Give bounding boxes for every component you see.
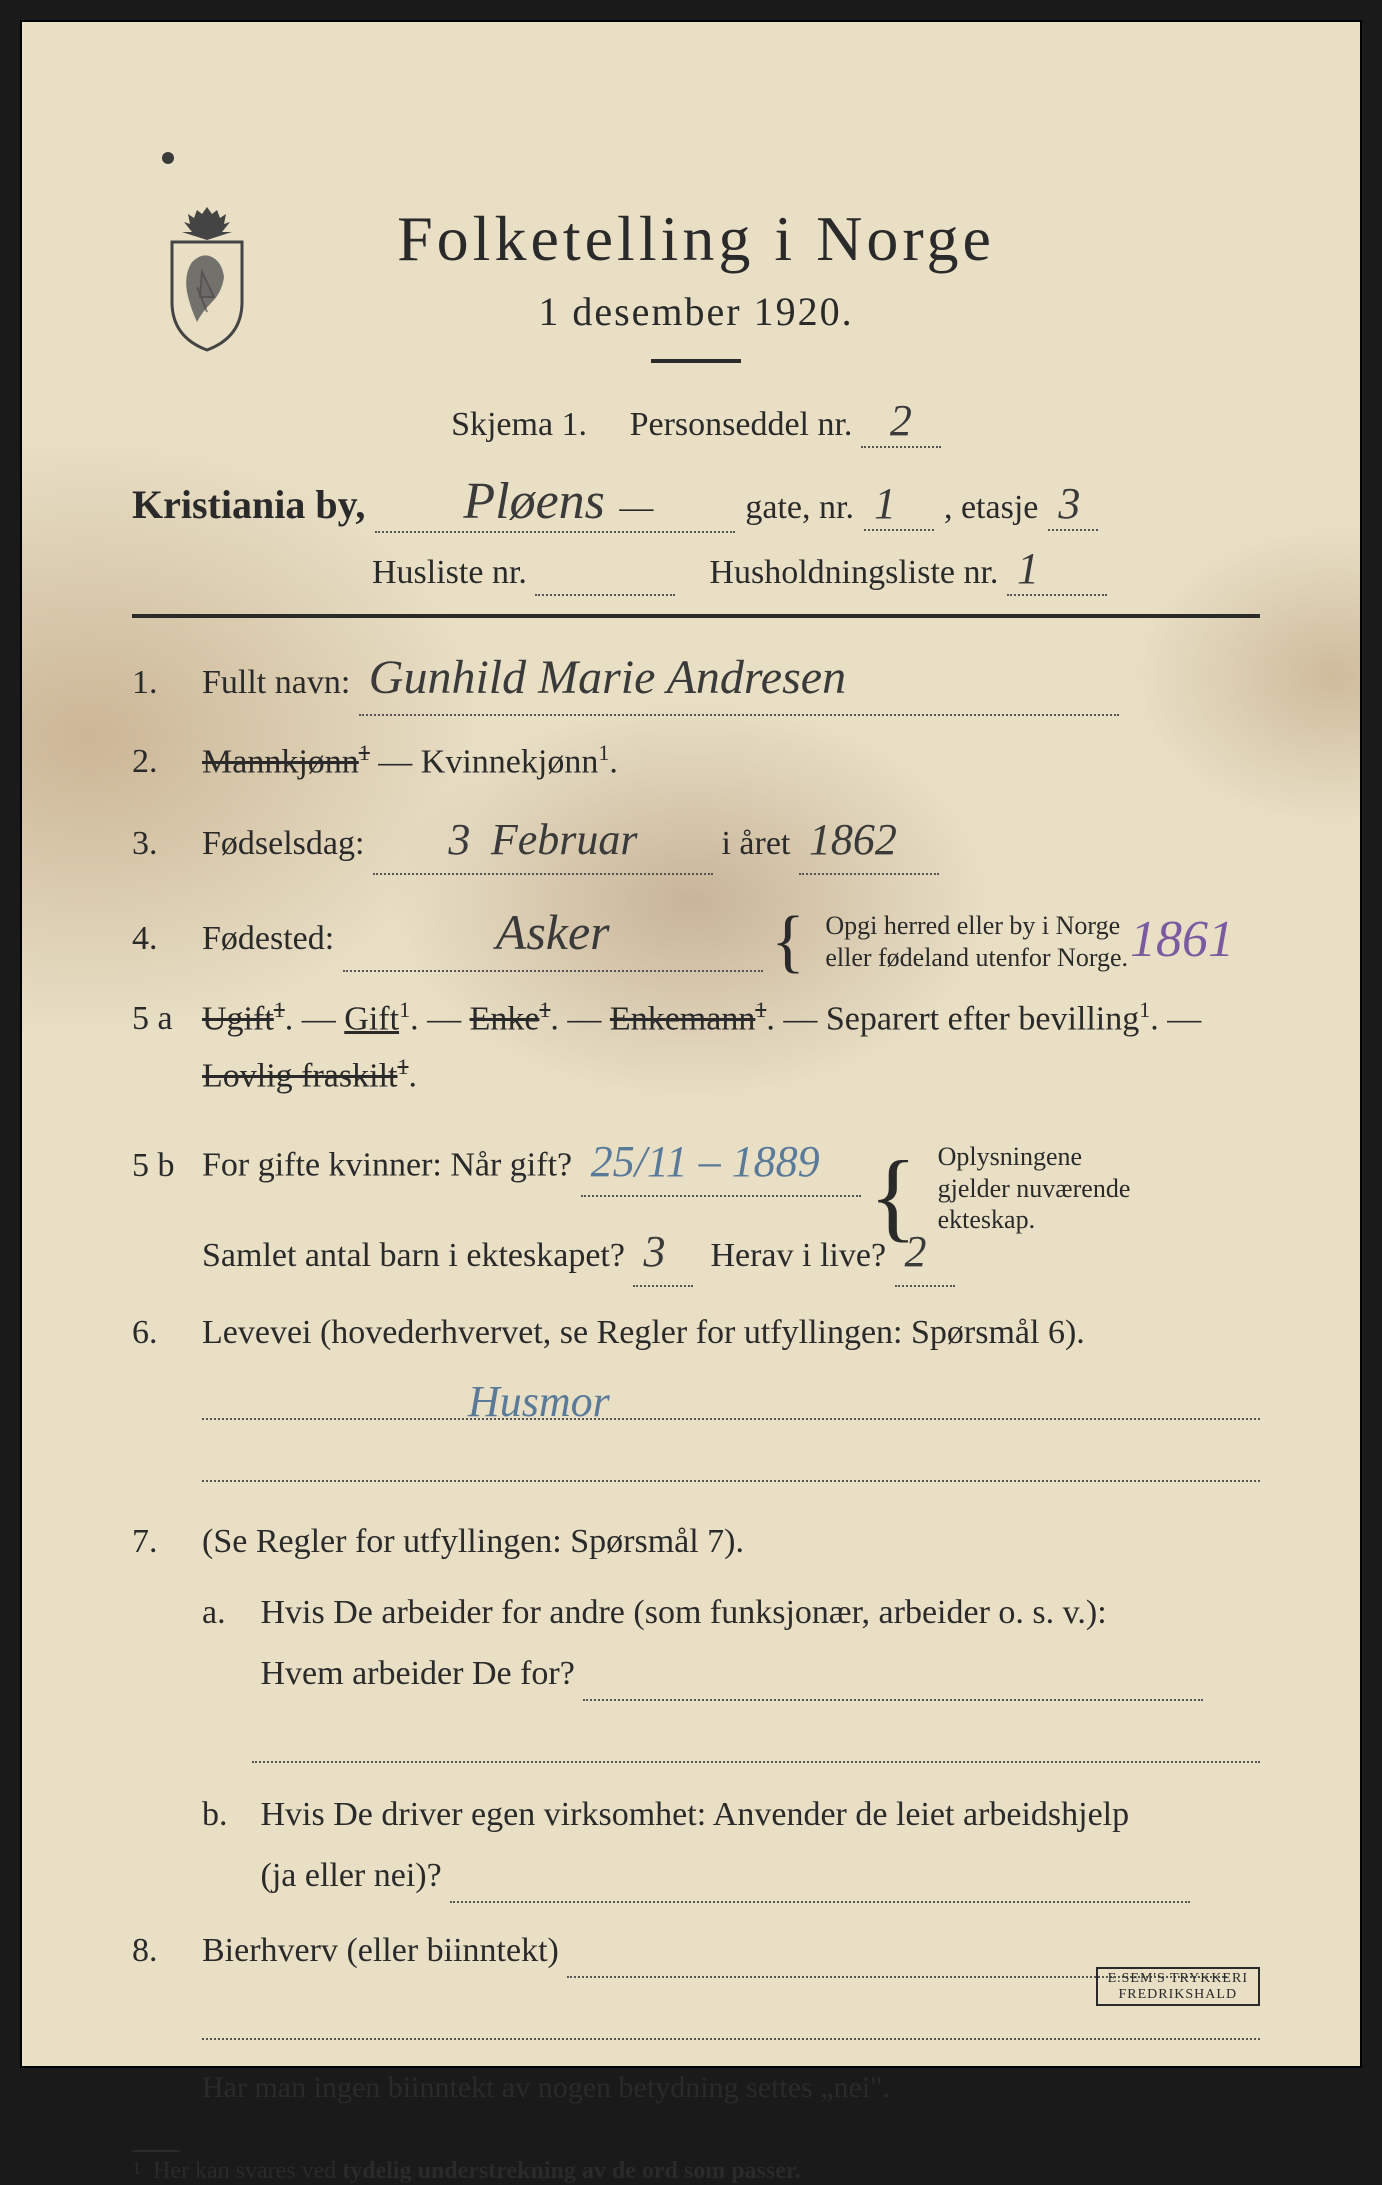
question-5a: 5 a Ugift1. — Gift1. — Enke1. — Enkemann… [132,993,1260,1044]
question-7b: b. Hvis De driver egen virksomhet: Anven… [132,1789,1260,1840]
question-7b-line2: (ja eller nei)? [132,1850,1260,1903]
q2-kvinne: Kvinnekjønn [421,743,599,780]
title-divider [651,359,741,363]
q8-label: Bierhverv (eller biinntekt) [202,1932,559,1969]
brace-icon: { [869,1156,917,1236]
checkmark-icon: ✓ [0,642,6,702]
question-3: 3. Fødselsdag: 3 Februar i året 1862 [132,807,1260,875]
question-5a-line2: Lovlig fraskilt1. [132,1050,1260,1101]
q7b-line1: Hvis De driver egen virksomhet: Anvender… [261,1796,1130,1833]
q5b-when: 25/11 – 1889 [585,1137,826,1186]
q5a-fraskilt: Lovlig fraskilt [202,1057,397,1094]
q4-num: 4. [132,913,202,964]
q5b-label1: For gifte kvinner: Når gift? [202,1147,572,1184]
printer-mark: E.SEM'S TRYKKERI FREDRIKSHALD [1096,1967,1260,2006]
page-title: Folketelling i Norge [132,202,1260,276]
husliste-nr [539,544,551,593]
checkmark-icon: ✓ [0,1307,6,1367]
q3-num: 3. [132,818,202,869]
brace-icon: { [771,914,805,970]
q5a-separert: Separert efter bevilling [826,1000,1139,1037]
address-line: Kristiania by, Pløens — gate, nr. 1 , et… [132,472,1260,533]
q5a-enke: Enke [470,1000,540,1037]
footnote-rule [132,2150,180,2152]
q5a-num: 5 a [132,993,202,1044]
question-5b: 5 b For gifte kvinner: Når gift? 25/11 –… [132,1121,1260,1215]
q3-year: 1862 [803,815,903,864]
q2-mann: Mannkjønn [202,743,359,780]
q7a-line2: Hvem arbeider De for? [261,1655,575,1692]
q5b-label3: Herav i live? [710,1237,886,1274]
q2-num: 2. [132,736,202,787]
census-form-page: Folketelling i Norge 1 desember 1920. Sk… [20,20,1362,2068]
skjema-label: Skjema 1. [451,406,587,443]
etasje-nr: 3 [1052,479,1086,528]
q7-label: (Se Regler for utfyllingen: Spørsmål 7). [202,1516,1260,1567]
q7b-line2: (ja eller nei)? [261,1857,442,1894]
q7a-answer-line [252,1719,1260,1763]
q5b-note: Oplysningene gjelder nuværende ekteskap. [938,1141,1131,1235]
q3-day: 3 [442,815,476,864]
question-8: 8. Bierhverv (eller biinntekt) [132,1925,1260,1978]
question-4: ✓ 4. Fødested: Asker { Opgi herred eller… [132,895,1260,972]
q6-answer-line-2 [202,1438,1260,1482]
question-7a-line2: Hvem arbeider De for? [132,1648,1260,1701]
personseddel-nr: 2 [884,396,918,445]
q4-label: Fødested: [202,920,334,957]
question-6: ✓ 6. Levevei (hovederhvervet, se Regler … [132,1307,1260,1358]
coat-of-arms-icon [152,202,262,352]
q6-value: Husmor [462,1377,616,1426]
ink-dot [162,152,174,164]
q6-num: 6. [132,1307,202,1358]
question-2: 2. Mannkjønn1 — Kvinnekjønn1. [132,736,1260,787]
q5a-ugift: Ugift [202,1000,274,1037]
checkmark-icon: ✓ [0,26,6,86]
q5b-num: 5 b [132,1140,202,1191]
q8-note: Har man ingen biinntekt av nogen betydni… [202,2064,1260,2112]
q3-label: Fødselsdag: [202,825,364,862]
q7a-letter: a. [202,1587,252,1638]
husholdning-label: Husholdningsliste nr. [709,554,998,591]
q1-num: 1. [132,657,202,708]
gate-label: gate, nr. [745,489,854,526]
page-subtitle: 1 desember 1920. [132,288,1260,335]
q1-value: Gunhild Marie Andresen [363,651,852,704]
personseddel-label: Personseddel nr. [630,406,853,443]
q1-label: Fullt navn: [202,664,350,701]
q6-label: Levevei (hovederhvervet, se Regler for u… [202,1307,1260,1358]
skjema-line: Skjema 1. Personseddel nr. 2 [132,395,1260,448]
q7a-line1: Hvis De arbeider for andre (som funksjon… [261,1594,1107,1631]
city-label: Kristiania by, [132,482,365,527]
q5a-gift: Gift [344,1000,399,1037]
q5a-enkemann: Enkemann [610,1000,755,1037]
q6-answer-line: Husmor [202,1376,1260,1420]
margin-year-1861: 1861 [1124,910,1240,969]
question-7a: a. Hvis De arbeider for andre (som funks… [132,1587,1260,1638]
q4-note: Opgi herred eller by i Norge eller fødel… [825,910,1128,972]
q5b-total: 3 [637,1227,671,1276]
q8-num: 8. [132,1925,202,1976]
q7b-letter: b. [202,1789,252,1840]
q5b-label2: Samlet antal barn i ekteskapet? [202,1237,625,1274]
question-7: 7. (Se Regler for utfyllingen: Spørsmål … [132,1516,1260,1567]
question-1: ✓ 1. Fullt navn: Gunhild Marie Andresen [132,642,1260,716]
q3-iaret: i året [721,825,790,862]
etasje-label: , etasje [944,489,1038,526]
q4-value: Asker [490,904,616,960]
q3-month: Februar [485,815,644,864]
street-name: Pløens [457,473,611,530]
husliste-line: Husliste nr. Husholdningsliste nr. 1 [372,543,1260,596]
footnote: 1 Her kan svares ved tydelig understrekn… [132,2158,1260,2185]
gate-nr: 1 [868,479,902,528]
q7-num: 7. [132,1516,202,1567]
main-divider [132,614,1260,618]
husholdning-nr: 1 [1011,544,1045,593]
husliste-label: Husliste nr. [372,554,527,591]
